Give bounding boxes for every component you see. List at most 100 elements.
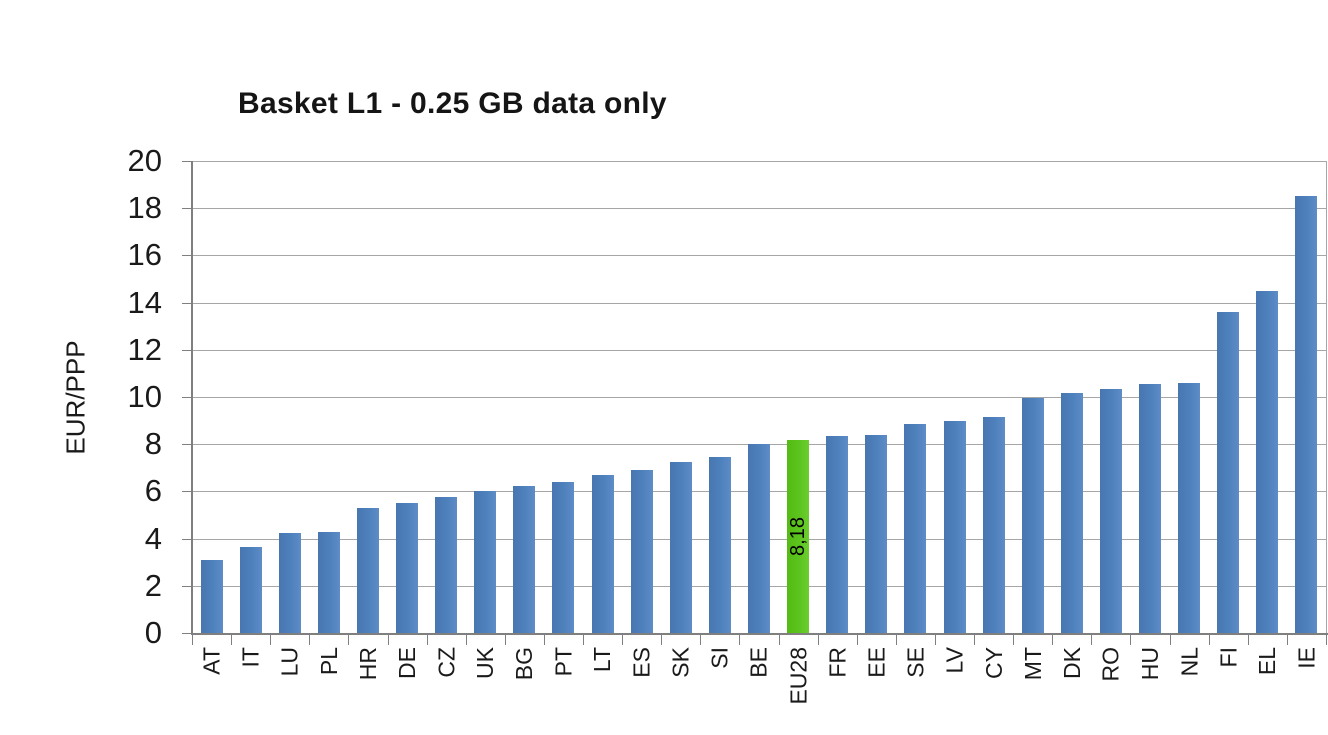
x-tick-label-HR: HR <box>354 647 381 681</box>
x-tick-mark-3 <box>309 635 311 645</box>
x-tick-mark-11 <box>622 635 624 645</box>
y-tick-mark-6 <box>182 491 191 493</box>
x-tick-label-LV: LV <box>941 647 968 674</box>
x-tick-mark-12 <box>661 635 663 645</box>
gridline-18 <box>192 208 1326 210</box>
x-tick-label-CY: CY <box>980 647 1007 679</box>
gridline-20 <box>192 161 1326 162</box>
gridline-14 <box>192 302 1326 304</box>
x-tick-mark-19 <box>934 635 936 645</box>
y-tick-mark-16 <box>182 255 191 257</box>
x-tick-mark-20 <box>974 635 976 645</box>
x-tick-label-DE: DE <box>394 647 421 679</box>
y-tick-label-0: 0 <box>144 615 162 650</box>
y-tick-mark-4 <box>182 538 191 540</box>
x-tick-label-UK: UK <box>472 647 499 679</box>
x-tick-mark-0 <box>192 635 193 645</box>
y-tick-mark-18 <box>182 208 191 210</box>
bar-EU28: 8,18 <box>786 439 810 633</box>
bar-SI <box>708 457 731 633</box>
bar-LU <box>278 532 301 633</box>
y-tick-label-12: 12 <box>127 331 162 367</box>
highlight-value-label: 8,18 <box>786 516 809 556</box>
bar-RO <box>1099 388 1122 633</box>
x-tick-mark-25 <box>1169 635 1171 645</box>
bar-FR <box>826 435 849 633</box>
bar-HU <box>1139 384 1162 633</box>
x-tick-mark-24 <box>1130 635 1132 645</box>
y-tick-label-18: 18 <box>127 190 162 226</box>
x-tick-label-NL: NL <box>1176 647 1203 677</box>
bar-EL <box>1256 290 1279 633</box>
y-tick-mark-8 <box>182 444 191 446</box>
x-tick-label-HU: HU <box>1137 647 1164 681</box>
gridline-10 <box>192 397 1326 398</box>
x-tick-mark-15 <box>778 635 780 645</box>
x-tick-mark-13 <box>700 635 702 645</box>
x-tick-label-BG: BG <box>511 647 538 681</box>
x-tick-label-PT: PT <box>550 647 577 677</box>
x-axis-line <box>192 633 1328 635</box>
x-tick-label-RO: RO <box>1097 647 1124 682</box>
x-tick-mark-7 <box>465 635 467 645</box>
bar-SE <box>904 424 927 633</box>
y-tick-label-6: 6 <box>144 473 162 509</box>
bar-CY <box>982 417 1005 633</box>
x-tick-mark-14 <box>739 635 741 645</box>
bar-FI <box>1217 312 1240 633</box>
x-tick-mark-28 <box>1286 635 1288 645</box>
plot-right-border <box>1326 161 1327 633</box>
x-tick-mark-26 <box>1208 635 1210 645</box>
bar-CZ <box>435 497 458 633</box>
x-tick-label-BE: BE <box>746 647 772 678</box>
bar-PT <box>552 481 575 633</box>
y-tick-label-14: 14 <box>127 284 162 320</box>
bar-LV <box>943 420 966 633</box>
bar-MT <box>1021 398 1044 633</box>
x-tick-mark-5 <box>387 635 389 645</box>
x-tick-mark-4 <box>348 635 350 645</box>
y-tick-mark-12 <box>182 349 191 351</box>
x-tick-label-DK: DK <box>1058 647 1085 679</box>
x-tick-label-IE: IE <box>1293 647 1320 669</box>
bar-EE <box>865 434 888 633</box>
x-tick-label-FI: FI <box>1215 647 1242 668</box>
y-axis-line <box>191 161 193 635</box>
x-tick-label-CZ: CZ <box>433 647 460 678</box>
bar-HR <box>356 507 379 633</box>
bar-BG <box>513 485 536 633</box>
bar-NL <box>1178 382 1201 633</box>
x-tick-mark-8 <box>504 635 506 645</box>
x-tick-mark-17 <box>856 635 858 645</box>
bar-BE <box>748 444 770 633</box>
x-tick-label-SI: SI <box>706 647 733 669</box>
y-tick-mark-14 <box>182 302 191 304</box>
x-tick-label-SK: SK <box>667 647 694 678</box>
x-tick-label-PL: PL <box>315 647 342 676</box>
x-tick-mark-29 <box>1326 635 1327 645</box>
x-tick-label-LT: LT <box>589 647 616 673</box>
x-tick-mark-22 <box>1052 635 1054 645</box>
gridline-12 <box>192 349 1326 351</box>
bar-ES <box>630 470 653 633</box>
x-tick-mark-18 <box>895 635 897 645</box>
chart-title: Basket L1 - 0.25 GB data only <box>238 87 667 120</box>
y-tick-label-10: 10 <box>127 379 162 414</box>
y-tick-label-20: 20 <box>127 143 162 178</box>
x-tick-label-EU28: EU28 <box>785 647 812 705</box>
x-tick-label-MT: MT <box>1019 647 1046 681</box>
x-tick-mark-2 <box>270 635 272 645</box>
gridline-16 <box>192 255 1326 257</box>
y-tick-label-4: 4 <box>144 520 162 556</box>
x-tick-label-EE: EE <box>863 647 890 678</box>
x-tick-mark-6 <box>426 635 428 645</box>
x-tick-label-IT: IT <box>237 647 264 668</box>
x-tick-mark-10 <box>583 635 585 645</box>
x-tick-label-LU: LU <box>276 647 303 677</box>
x-tick-label-EL: EL <box>1254 647 1281 676</box>
x-tick-mark-21 <box>1013 635 1015 645</box>
bar-DK <box>1060 393 1083 633</box>
bar-IT <box>239 546 262 633</box>
bar-PL <box>317 531 340 633</box>
